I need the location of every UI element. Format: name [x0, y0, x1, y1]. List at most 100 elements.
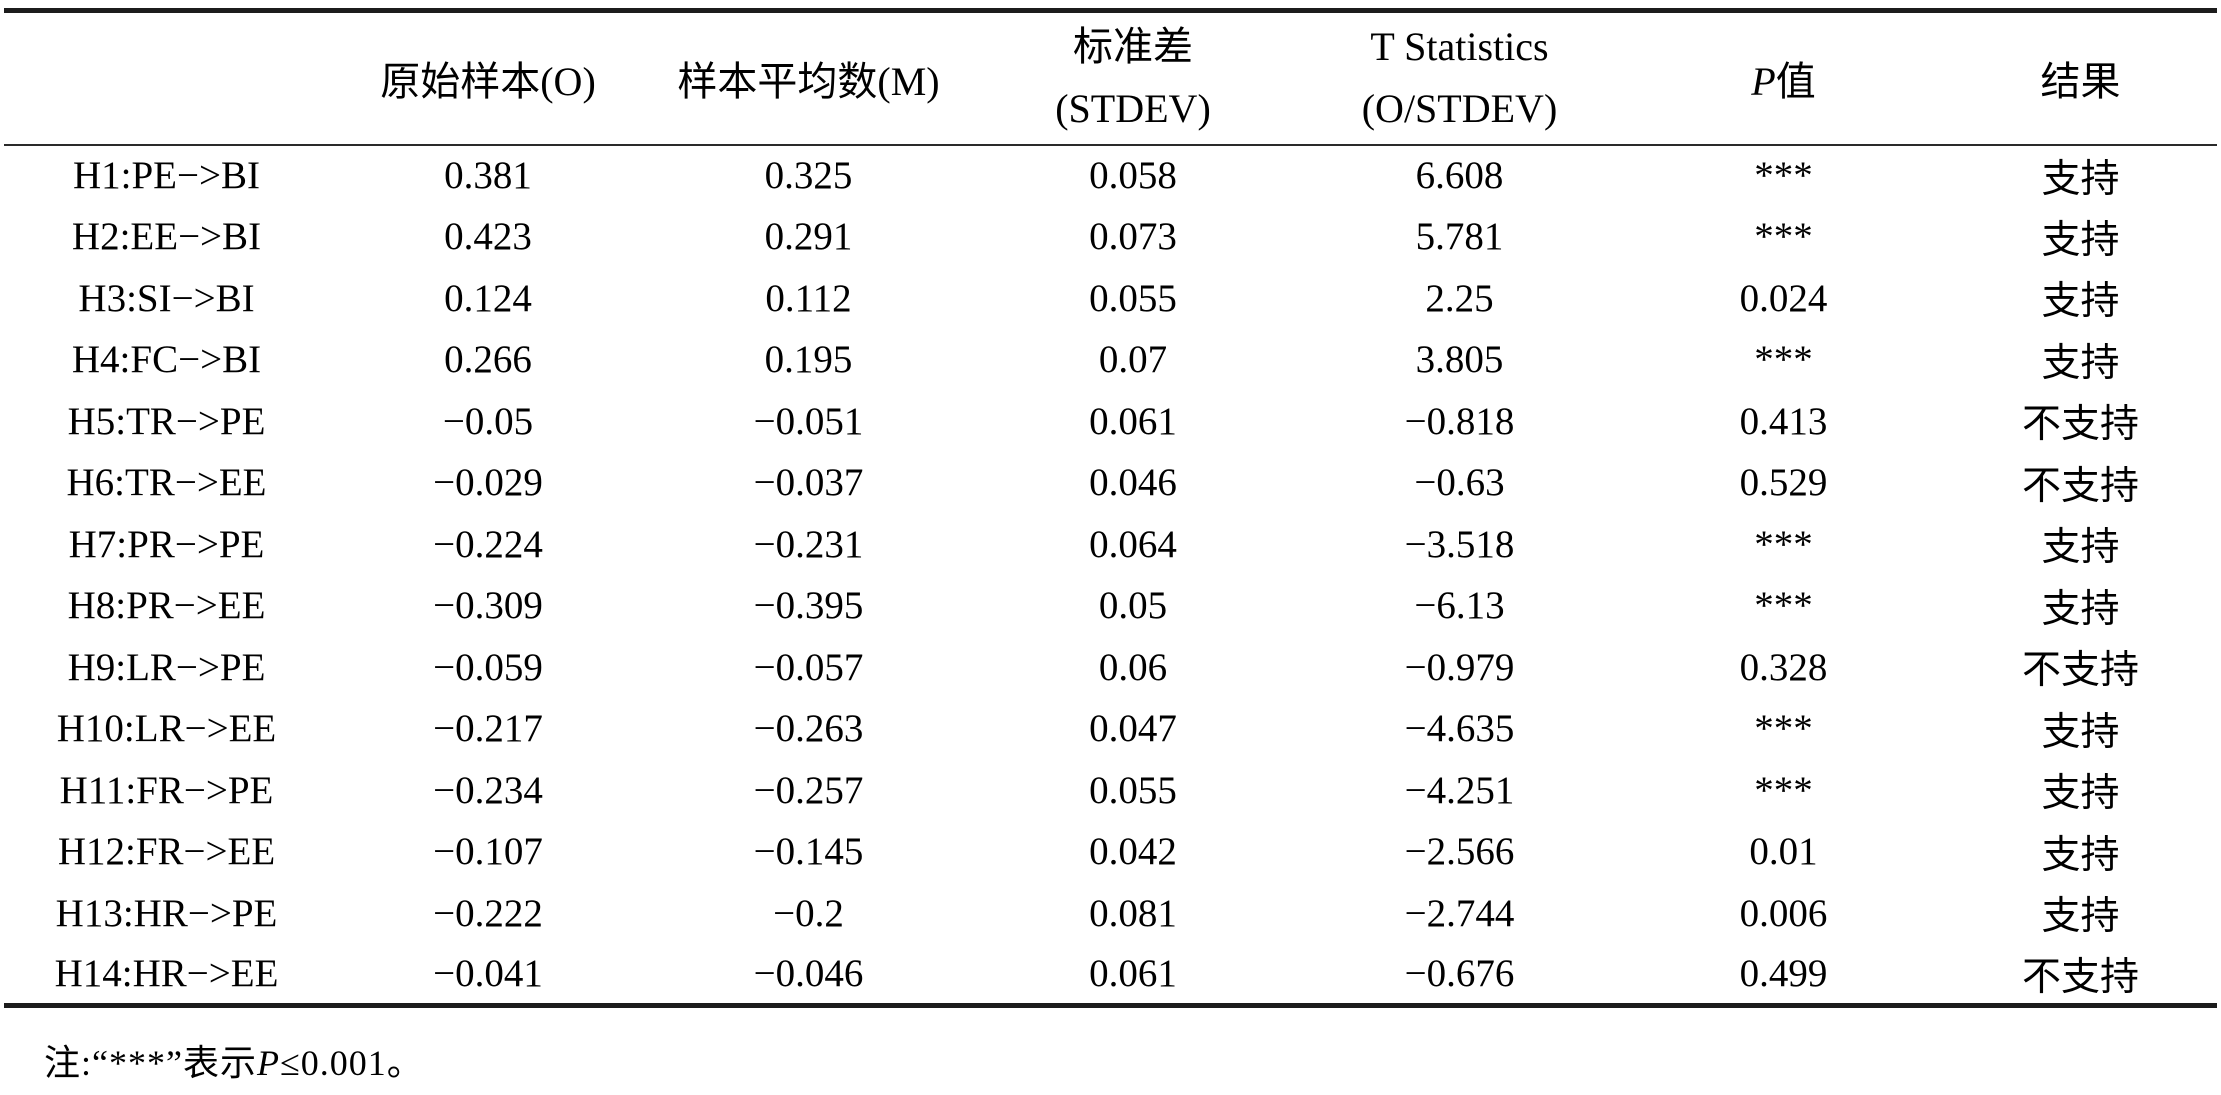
cell-p-value: 0.499 [1739, 952, 1828, 995]
cell-t-statistic: −0.979 [1404, 645, 1515, 689]
cell-hypothesis: H11:FR−>PE [59, 768, 274, 812]
cell-sample-mean: −0.395 [753, 584, 864, 628]
cell-hypothesis: H4:FC−>BI [71, 338, 262, 382]
cell-stdev: 0.081 [1089, 891, 1177, 935]
cell-result: 支持 [2041, 587, 2120, 631]
cell-hypothesis: H2:EE−>BI [71, 215, 262, 259]
cell-t-statistic: −4.251 [1404, 768, 1515, 812]
cell-original-sample: 0.124 [444, 276, 532, 320]
cell-stdev: 0.042 [1089, 830, 1177, 874]
cell-original-sample: −0.059 [433, 645, 543, 689]
cell-result: 支持 [2041, 526, 2120, 570]
cell-t-statistic: −0.818 [1404, 399, 1515, 443]
cell-original-sample: 0.381 [444, 154, 532, 198]
cell-stdev: 0.046 [1089, 461, 1177, 505]
cell-stdev: 0.05 [1098, 584, 1168, 628]
table-row: H9:LR−>PE −0.059 −0.057 0.06 −0.979 0.32… [4, 637, 2217, 699]
header-original-sample: 原始样本(O) [380, 59, 596, 105]
cell-original-sample: −0.224 [433, 522, 543, 566]
cell-result: 支持 [2041, 895, 2120, 939]
table-row: H5:TR−>PE −0.05 −0.051 0.061 −0.818 0.41… [4, 391, 2217, 453]
cell-hypothesis: H6:TR−>EE [66, 461, 267, 505]
cell-hypothesis: H13:HR−>PE [55, 891, 278, 935]
cell-t-statistic: −0.676 [1404, 952, 1515, 995]
cell-t-statistic: −2.744 [1404, 891, 1515, 935]
header-sample-mean: 样本平均数(M) [677, 59, 940, 105]
cell-p-value: *** [1754, 338, 1813, 382]
cell-p-value: 0.006 [1739, 891, 1828, 935]
table-row: H11:FR−>PE −0.234 −0.257 0.055 −4.251 **… [4, 760, 2217, 822]
cell-result: 支持 [2041, 218, 2120, 262]
cell-result: 不支持 [2021, 955, 2139, 999]
cell-result: 不支持 [2021, 403, 2139, 447]
cell-p-value: 0.01 [1749, 830, 1818, 874]
header-row: 原始样本(O) 样本平均数(M) 标准差 (STDEV) T Statistic… [4, 11, 2217, 145]
cell-hypothesis: H7:PR−>PE [68, 522, 265, 566]
table-row: H4:FC−>BI 0.266 0.195 0.07 3.805 *** 支持 [4, 329, 2217, 391]
cell-hypothesis: H9:LR−>PE [67, 645, 266, 689]
table-row: H13:HR−>PE −0.222 −0.2 0.081 −2.744 0.00… [4, 883, 2217, 945]
cell-original-sample: −0.029 [433, 461, 543, 505]
cell-sample-mean: 0.112 [765, 276, 852, 320]
header-t-statistics-line1: T Statistics [1370, 24, 1549, 70]
cell-t-statistic: −3.518 [1404, 522, 1515, 566]
cell-stdev: 0.047 [1089, 707, 1177, 751]
cell-result: 支持 [2041, 280, 2120, 324]
cell-stdev: 0.07 [1098, 338, 1168, 382]
table-row: H3:SI−>BI 0.124 0.112 0.055 2.25 0.024 支… [4, 268, 2217, 330]
cell-stdev: 0.073 [1089, 215, 1177, 259]
cell-result: 不支持 [2021, 464, 2139, 508]
cell-p-value: *** [1754, 584, 1813, 628]
header-result: 结果 [2040, 59, 2121, 105]
table-row: H6:TR−>EE −0.029 −0.037 0.046 −0.63 0.52… [4, 452, 2217, 514]
cell-sample-mean: −0.231 [753, 522, 864, 566]
cell-original-sample: −0.05 [442, 399, 534, 443]
footnote-suffix: ≤0.001。 [279, 1043, 424, 1083]
cell-stdev: 0.055 [1089, 276, 1177, 320]
cell-stdev: 0.064 [1089, 522, 1177, 566]
cell-hypothesis: H5:TR−>PE [67, 399, 266, 443]
cell-p-value: *** [1754, 154, 1813, 198]
cell-p-value: 0.024 [1739, 276, 1828, 320]
cell-p-value: *** [1754, 215, 1813, 259]
cell-original-sample: −0.107 [433, 830, 543, 874]
cell-result: 支持 [2041, 833, 2120, 877]
cell-hypothesis: H14:HR−>EE [54, 952, 279, 995]
table-row: H8:PR−>EE −0.309 −0.395 0.05 −6.13 *** 支… [4, 575, 2217, 637]
cell-sample-mean: −0.263 [753, 707, 864, 751]
cell-stdev: 0.06 [1098, 645, 1168, 689]
cell-result: 支持 [2041, 157, 2120, 201]
header-stdev: 标准差 (STDEV) [970, 11, 1296, 145]
cell-t-statistic: −4.635 [1404, 707, 1515, 751]
cell-t-statistic: 5.781 [1415, 215, 1504, 259]
cell-p-value: 0.413 [1739, 399, 1828, 443]
cell-t-statistic: −6.13 [1414, 584, 1505, 628]
cell-sample-mean: 0.195 [764, 338, 853, 382]
cell-hypothesis: H1:PE−>BI [72, 154, 260, 198]
cell-p-value: 0.328 [1739, 645, 1828, 689]
header-hypothesis [4, 11, 329, 145]
p-symbol: P [1751, 59, 1776, 105]
cell-hypothesis: H8:PR−>EE [67, 584, 266, 628]
cell-stdev: 0.061 [1089, 952, 1177, 995]
cell-sample-mean: 0.291 [764, 215, 853, 259]
header-p-value: P值 [1623, 11, 1944, 145]
footnote-prefix: 注:“***”表示 [44, 1043, 257, 1083]
cell-t-statistic: 2.25 [1425, 276, 1494, 320]
cell-p-value: 0.529 [1739, 461, 1828, 505]
header-t-statistics: T Statistics (O/STDEV) [1296, 11, 1623, 145]
header-stdev-line1: 标准差 [1073, 24, 1193, 70]
cell-p-value: *** [1754, 707, 1813, 751]
header-stdev-line2: (STDEV) [1055, 86, 1211, 132]
table-row: H14:HR−>EE −0.041 −0.046 0.061 −0.676 0.… [4, 944, 2217, 1006]
cell-t-statistic: 3.805 [1415, 338, 1504, 382]
p-symbol: P [256, 1043, 280, 1083]
cell-sample-mean: −0.057 [753, 645, 864, 689]
cell-original-sample: −0.041 [433, 952, 543, 995]
cell-original-sample: −0.222 [433, 891, 543, 935]
cell-stdev: 0.058 [1089, 154, 1177, 198]
table-row: H12:FR−>EE −0.107 −0.145 0.042 −2.566 0.… [4, 821, 2217, 883]
table-row: H1:PE−>BI 0.381 0.325 0.058 6.608 *** 支持 [4, 145, 2217, 207]
hypothesis-results-table: 原始样本(O) 样本平均数(M) 标准差 (STDEV) T Statistic… [4, 8, 2217, 1008]
